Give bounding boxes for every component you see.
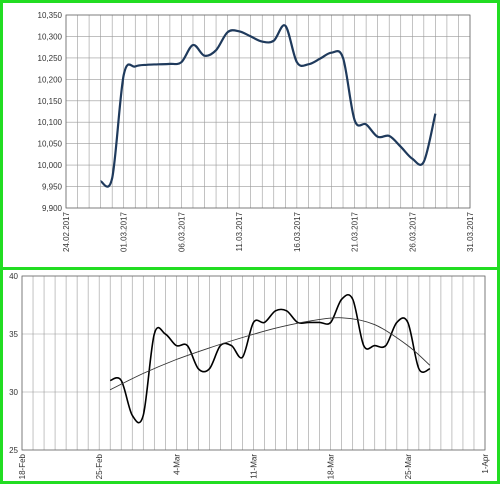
y-tick-label: 10,100: [38, 118, 63, 127]
y-tick-label: 30: [9, 388, 18, 397]
y-tick-label: 10,050: [38, 140, 63, 149]
plot-area-border: [65, 14, 471, 209]
x-tick-label: 31.03.2017: [466, 211, 475, 252]
x-tick-label: 06.03.2017: [177, 211, 186, 252]
x-tick-label: 16.03.2017: [293, 211, 302, 252]
y-tick-label: 10,150: [38, 97, 63, 106]
x-tick-label: 24.02.2017: [62, 211, 71, 252]
plot-grid: [21, 275, 486, 451]
x-tick-label: 18-Mar: [327, 454, 336, 480]
x-tick-label: 1-Apr: [481, 454, 490, 474]
x-tick-label: 26.03.2017: [408, 211, 417, 252]
plot-area-border: [21, 275, 486, 451]
x-tick-label: 4-Mar: [172, 454, 181, 475]
series-line: [99, 24, 437, 188]
y-tick-label: 10,350: [38, 11, 63, 20]
series-line: [109, 293, 431, 424]
y-tick-label: 10,000: [38, 161, 63, 170]
y-tick-label: 25: [9, 446, 18, 455]
y-tick-label: 10,200: [38, 75, 63, 84]
x-tick-label: 25-Mar: [404, 454, 413, 480]
y-tick-label: 9,950: [42, 183, 63, 192]
x-tick-label: 18-Feb: [18, 453, 27, 479]
y-tick-label: 40: [9, 272, 18, 281]
x-tick-label: 01.03.2017: [120, 211, 129, 252]
trend-line: [110, 317, 431, 391]
y-tick-label: 10,250: [38, 54, 63, 63]
x-tick-label: 11-Mar: [250, 454, 259, 479]
y-tick-label: 9,900: [42, 204, 63, 213]
y-tick-label: 10,300: [38, 32, 63, 41]
x-tick-label: 25-Feb: [95, 453, 104, 479]
chart-divider: [3, 267, 497, 270]
y-tick-label: 35: [9, 330, 18, 339]
x-tick-label: 21.03.2017: [351, 211, 360, 252]
x-tick-label: 11.03.2017: [235, 211, 244, 251]
